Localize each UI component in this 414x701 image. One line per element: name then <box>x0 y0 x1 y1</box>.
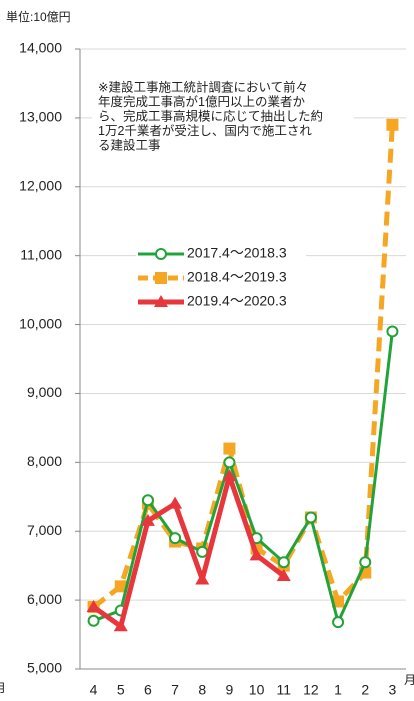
x-tick-label: 6 <box>144 682 152 698</box>
legend-label: 2018.4～2019.3 <box>187 269 287 285</box>
series-line <box>92 473 286 629</box>
data-point <box>87 614 100 627</box>
data-point <box>140 513 155 526</box>
y-tick-label: 14,000 <box>19 40 62 56</box>
y-tick-label: 10,000 <box>19 315 62 331</box>
data-point <box>223 456 236 469</box>
y-tick-label: 6,000 <box>27 591 62 607</box>
data-point <box>386 118 399 131</box>
x-tick-label: 7 <box>171 682 179 698</box>
legend-label: 2019.4～2020.3 <box>187 293 287 309</box>
y-tick-label: 7,000 <box>27 522 62 538</box>
data-point <box>332 616 345 629</box>
data-point <box>304 511 317 524</box>
data-point <box>332 595 345 608</box>
x-tick-label: 11 <box>276 682 291 698</box>
annotation-line: ら、完成工事高規模に応じて抽出した約 <box>98 108 323 123</box>
x-unit: 月 <box>0 681 6 695</box>
x-tick-label: 12 <box>303 682 319 698</box>
legend-label: 2017.4～2018.3 <box>187 245 287 261</box>
y-tick-label: 9,000 <box>27 384 62 400</box>
y-tick-label: 5,000 <box>27 660 62 676</box>
x-tick-label: 2 <box>361 682 369 698</box>
legend-marker <box>155 272 167 284</box>
data-point <box>196 545 209 558</box>
y-tick-label: 12,000 <box>19 177 62 193</box>
annotation-line: 年度完成工事高が1億円以上の業者か <box>98 94 305 109</box>
data-point <box>114 580 127 593</box>
data-point <box>222 469 237 482</box>
y-tick-label: 11,000 <box>20 246 62 262</box>
x-unit: 月 <box>404 673 414 687</box>
data-point <box>168 496 183 509</box>
y-tick-label: 13,000 <box>19 109 62 125</box>
data-point <box>276 569 291 581</box>
annotation-line: ※建設工事施工統計調査において前々 <box>98 79 308 94</box>
x-tick-label: 9 <box>226 682 234 698</box>
data-point <box>195 572 210 585</box>
data-point <box>113 619 128 632</box>
series-line <box>93 331 394 624</box>
y-tick-label: 8,000 <box>27 453 62 469</box>
data-point <box>169 532 182 545</box>
data-point <box>141 494 154 507</box>
data-point <box>86 600 101 612</box>
x-tick-label: 8 <box>198 682 206 698</box>
x-tick-label: 5 <box>117 682 125 698</box>
annotation-line: る建設工事 <box>98 137 161 152</box>
data-point <box>386 325 399 338</box>
annotation-box <box>92 78 354 154</box>
x-tick-label: 4 <box>90 682 98 698</box>
x-tick-label: 1 <box>334 682 342 698</box>
legend-marker <box>154 295 168 307</box>
data-point <box>249 548 264 561</box>
x-tick-label: 3 <box>389 682 397 698</box>
legend-marker <box>155 248 167 260</box>
data-point <box>359 556 372 569</box>
x-tick-label: 10 <box>249 682 265 698</box>
unit-label: 単位:10億円 <box>6 9 71 24</box>
data-point <box>223 442 236 455</box>
data-point <box>277 556 290 569</box>
annotation-line: 1万2千業者が受注し、国内で施工され <box>98 123 312 138</box>
